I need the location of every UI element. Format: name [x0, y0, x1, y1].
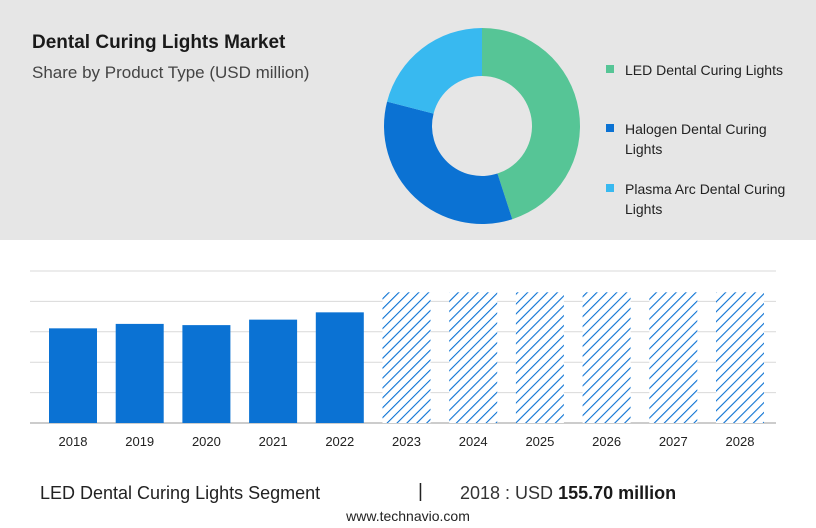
footer-separator: |	[418, 481, 423, 502]
x-tick-label-2021: 2021	[259, 434, 288, 449]
footer-year-prefix: 2018 : USD	[460, 483, 559, 503]
donut-slice-halogen	[384, 101, 513, 224]
x-tick-label-2023: 2023	[392, 434, 421, 449]
x-tick-label-2020: 2020	[192, 434, 221, 449]
x-tick-label-2025: 2025	[525, 434, 554, 449]
x-tick-label-2026: 2026	[592, 434, 621, 449]
footer-value-amount: 155.70 million	[558, 483, 677, 503]
forecast-bar-2026	[582, 292, 631, 423]
bar-2019	[115, 323, 164, 423]
forecast-bar-2025	[515, 292, 564, 423]
legend-label-halogen: Halogen Dental Curing Lights	[625, 121, 767, 157]
x-tick-label-2028: 2028	[726, 434, 755, 449]
chart-subtitle: Share by Product Type (USD million)	[32, 63, 310, 82]
footer-segment-label: LED Dental Curing Lights Segment	[40, 483, 321, 503]
legend-swatch-halogen	[606, 124, 614, 132]
legend-swatch-led	[606, 65, 614, 73]
bar-2022	[315, 312, 364, 423]
legend-swatch-plasma	[606, 184, 614, 192]
bar-chart: 2018 2019 2020 2021 2022 2023 2024 2025 2026 2027…	[30, 270, 776, 449]
bar-2020	[182, 325, 231, 423]
donut-chart	[384, 28, 580, 224]
forecast-bar-2024	[449, 292, 498, 423]
forecast-bar-2028	[716, 292, 764, 423]
x-tick-label-2024: 2024	[459, 434, 488, 449]
x-tick-label-2019: 2019	[125, 434, 154, 449]
legend-label-led: LED Dental Curing Lights	[625, 62, 783, 78]
bar-2018	[49, 328, 97, 423]
footer-value: 2018 : USD 155.70 million	[460, 483, 676, 504]
legend-label-plasma: Plasma Arc Dental Curing Lights	[625, 181, 786, 217]
chart-title: Dental Curing Lights Market	[32, 32, 286, 53]
donut-slice-plasma	[387, 28, 482, 114]
footer-site: www.technavio.com	[346, 508, 470, 524]
donut-slice-led	[482, 28, 580, 220]
x-tick-label-2027: 2027	[659, 434, 688, 449]
bar-2021	[249, 319, 298, 423]
x-tick-label-2018: 2018	[59, 434, 88, 449]
x-tick-label-2022: 2022	[325, 434, 354, 449]
forecast-bar-2027	[649, 292, 698, 423]
forecast-bar-2023	[382, 292, 431, 423]
